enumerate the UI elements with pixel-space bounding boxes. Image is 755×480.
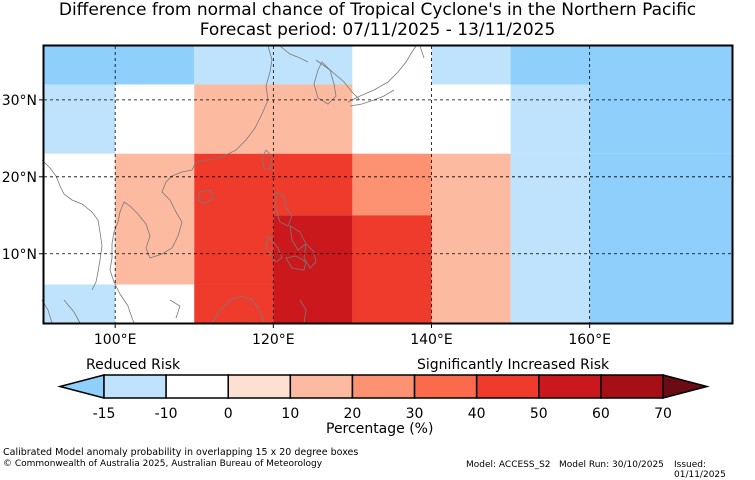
footer-model-run: Model Run: 30/10/2025	[559, 460, 664, 470]
graticule	[44, 46, 732, 323]
anomaly-cell	[115, 153, 195, 285]
anomaly-cell	[510, 153, 590, 323]
anomaly-cell	[194, 153, 274, 285]
colorbar-tick-label: 30	[406, 406, 424, 422]
lat-tick-label: 10°N	[2, 247, 37, 263]
colorbar-swatch	[538, 374, 602, 399]
lat-tick-label: 20°N	[2, 170, 37, 186]
colorbar-swatch	[289, 374, 354, 399]
colorbar-tick-label: 20	[344, 406, 362, 422]
lon-tick-label: 100°E	[94, 332, 137, 348]
colorbar-swatch	[351, 374, 416, 399]
colorbar-over-arrow	[662, 374, 710, 399]
colorbar-swatch	[165, 374, 229, 399]
colorbar-under-arrow	[57, 374, 105, 399]
colorbar-tick-label: 0	[224, 406, 233, 422]
footer-model: Model: ACCESS_S2	[466, 460, 551, 470]
map-figure: 100°E 120°E 140°E 160°E 10°N 20°N 30°N -15 -10 0…	[2, 44, 734, 422]
colorbar-tick-label: -15	[93, 406, 116, 422]
footer-note: Calibrated Model anomaly probability in …	[3, 447, 359, 458]
coastlines	[41, 45, 425, 324]
colorbar-tick-label: 70	[654, 406, 672, 422]
colorbar-tick-label: 50	[530, 406, 548, 422]
colorbar-swatch	[413, 374, 478, 399]
anomaly-cell	[510, 46, 732, 85]
anomaly-cell	[589, 84, 732, 154]
lon-tick-label: 140°E	[410, 332, 453, 348]
anomaly-cell	[352, 153, 432, 216]
anomaly-cell	[115, 84, 195, 154]
anomaly-cell	[44, 284, 116, 323]
anomaly-cell	[44, 46, 195, 85]
colorbar-swatch	[600, 374, 664, 399]
colorbar-tick-label: 10	[281, 406, 299, 422]
anomaly-cell	[352, 215, 432, 323]
colorbar-tick-label: 60	[592, 406, 610, 422]
anomaly-cell	[510, 84, 590, 154]
lon-tick-label: 120°E	[252, 332, 295, 348]
colorbar-tick-label: 40	[468, 406, 486, 422]
map-frame	[42, 44, 734, 325]
colorbar-swatch	[475, 374, 540, 399]
anomaly-cell	[44, 153, 116, 285]
lat-tick-label: 30°N	[2, 93, 37, 109]
anomaly-cell	[194, 284, 274, 323]
colorbar-left-label: Reduced Risk	[86, 357, 181, 373]
anomaly-cells	[44, 46, 732, 323]
axis-ticks: 100°E 120°E 140°E 160°E 10°N 20°N 30°N	[2, 93, 611, 348]
colorbar-tick-label: -10	[155, 406, 178, 422]
footer-issued: Issued: 01/11/2025	[674, 460, 726, 480]
map-title-line2: Forecast period: 07/11/2025 - 13/11/2025	[199, 20, 556, 40]
colorbar-xlabel: Percentage (%)	[326, 421, 434, 437]
colorbar-swatch	[103, 374, 167, 399]
colorbar-right-label: Significantly Increased Risk	[417, 357, 610, 373]
anomaly-cell	[431, 84, 511, 154]
anomaly-cell	[431, 153, 511, 323]
anomaly-cell	[352, 46, 432, 85]
colorbar-swatch	[227, 374, 292, 399]
anomaly-cell	[44, 84, 116, 154]
anomaly-cell	[273, 153, 353, 216]
footer-copyright: © Commonwealth of Australia 2025, Austra…	[3, 459, 323, 469]
anomaly-cell	[431, 46, 511, 85]
anomaly-cell	[273, 215, 353, 323]
lon-tick-label: 160°E	[568, 332, 611, 348]
colorbar: -15 -10 0 10 20 30 40 50 60 70	[57, 374, 710, 422]
anomaly-cell	[352, 84, 432, 154]
anomaly-cell	[115, 284, 195, 323]
anomaly-cell	[589, 153, 732, 323]
map-title-line1: Difference from normal chance of Tropica…	[58, 0, 697, 20]
